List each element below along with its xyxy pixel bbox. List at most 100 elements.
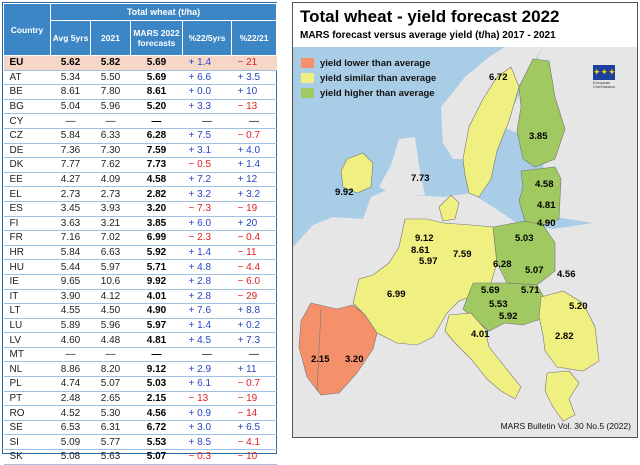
cell-country: PL	[3, 376, 51, 392]
map-panel: 9.92 7.73 9.12 8.61 5.97 6.99 7.59 6.28 …	[292, 2, 638, 438]
cell-pct-21: + 20	[231, 216, 277, 232]
cell-forecast-2022: 5.92	[130, 245, 183, 261]
table-row: MT — — — — —	[3, 347, 277, 363]
header-group: Total wheat (t/ha)	[49, 3, 278, 21]
cell-forecast-2022: 9.92	[130, 274, 183, 290]
cell-forecast-2022: 5.53	[130, 434, 183, 451]
label-se: 6.72	[489, 72, 508, 83]
table-row: CZ 5.84 6.33 6.28 + 7.5− 0.7	[3, 128, 277, 144]
table-row: NL 8.86 8.20 9.12 + 2.9 + 11	[3, 361, 277, 378]
cell-pct-5yrs: + 8.5	[182, 434, 232, 451]
cell-pct-21: − 21	[231, 55, 277, 71]
cell-pct-5yrs: + 7.5	[182, 128, 232, 144]
cell-country: ES	[3, 201, 51, 217]
table-row: LT 4.55 4.50 4.90 + 7.6 + 8.8	[3, 303, 277, 319]
cell-country: LV	[3, 332, 51, 348]
cell-pct-5yrs: − 0.5	[182, 157, 232, 173]
cell-pct-5yrs: + 4.8	[182, 259, 232, 275]
cell-2021: 5.07	[90, 376, 131, 392]
label-it: 4.01	[471, 329, 490, 340]
col-header-pct-5yrs: %22/5yrs	[182, 20, 232, 56]
map-subtitle: MARS forecast versus average yield (t/ha…	[300, 30, 556, 41]
cell-country: LT	[3, 303, 51, 319]
cell-forecast-2022: 4.01	[130, 289, 183, 305]
cell-avg-5yrs: 2.48	[50, 391, 91, 407]
cell-forecast-2022: 5.69	[130, 55, 183, 71]
cell-pct-21: + 4.0	[231, 143, 277, 159]
legend-item-similar: yield similar than average	[301, 71, 436, 85]
cell-2021: 2.73	[90, 186, 131, 202]
cell-pct-21: —	[231, 113, 277, 129]
cell-pct-5yrs: + 2.8	[182, 289, 232, 305]
cell-country: LU	[3, 318, 51, 334]
cell-forecast-2022: 2.82	[130, 186, 183, 202]
cell-pct-5yrs: + 7.6	[182, 303, 232, 319]
cell-2021: 5.77	[90, 434, 131, 451]
region-ie	[340, 152, 374, 194]
cell-country: IE	[3, 274, 51, 290]
cell-pct-21: —	[231, 347, 277, 363]
cell-avg-5yrs: 8.86	[50, 361, 91, 378]
cell-pct-21: − 6.0	[231, 274, 277, 290]
cell-country: NL	[3, 361, 51, 378]
cell-2021: 7.30	[90, 143, 131, 159]
region-baltics	[518, 166, 562, 226]
map-title: Total wheat - yield forecast 2022	[300, 7, 560, 26]
cell-avg-5yrs: 5.89	[50, 318, 91, 334]
cell-avg-5yrs: —	[50, 113, 91, 129]
region-se	[462, 66, 520, 198]
col-header-pct-21: %22/21	[230, 20, 278, 56]
cell-pct-5yrs: + 0.0	[182, 84, 232, 100]
cell-pct-5yrs: + 6.6	[182, 70, 232, 86]
cell-pct-21: − 14	[231, 405, 277, 421]
cell-2021: 5.30	[90, 405, 131, 421]
map-legend: yield lower than average yield similar t…	[301, 56, 436, 101]
cell-forecast-2022: 5.03	[130, 376, 183, 392]
table-row: ES 3.45 3.93 3.20− 7.3− 19	[3, 201, 277, 217]
cell-country: EL	[3, 186, 51, 202]
label-bg: 5.20	[569, 301, 588, 312]
label-sk: 5.07	[525, 265, 544, 276]
cell-avg-5yrs: 5.09	[50, 434, 91, 451]
cell-country: IT	[3, 289, 51, 305]
cell-avg-5yrs: 7.77	[50, 157, 91, 173]
cell-forecast-2022: 9.12	[130, 361, 183, 378]
cell-country: PT	[3, 391, 51, 407]
cell-forecast-2022: 7.59	[130, 143, 183, 159]
cell-forecast-2022: 2.15	[130, 391, 183, 407]
cell-avg-5yrs: 3.63	[50, 216, 91, 232]
cell-avg-5yrs: 7.36	[50, 143, 91, 159]
cell-avg-5yrs: 3.45	[50, 201, 91, 217]
legend-label-similar: yield similar than average	[320, 72, 437, 84]
cell-country: FR	[3, 230, 51, 246]
cell-2021: 6.63	[90, 245, 131, 261]
cell-2021: 5.63	[90, 449, 131, 465]
cell-pct-5yrs: − 7.3	[182, 201, 232, 217]
cell-2021: 7.62	[90, 157, 131, 173]
cell-forecast-2022: 4.90	[130, 303, 183, 319]
label-pt: 2.15	[311, 354, 330, 365]
table-row: AT 5.34 5.50 5.69 + 6.6 + 3.5	[3, 70, 277, 86]
cell-country: MT	[3, 347, 51, 363]
cell-2021: 2.65	[90, 391, 131, 407]
cell-pct-21: + 1.4	[231, 157, 277, 173]
cell-pct-5yrs: + 3.3	[182, 99, 232, 115]
label-el: 2.82	[555, 331, 574, 342]
cell-avg-5yrs: 5.08	[50, 449, 91, 465]
europe-map: 9.92 7.73 9.12 8.61 5.97 6.99 7.59 6.28 …	[293, 47, 637, 437]
cell-2021: 3.21	[90, 216, 131, 232]
cell-pct-5yrs: + 4.5	[182, 332, 232, 348]
label-fi: 3.85	[529, 131, 548, 142]
table-row: EE 4.27 4.09 4.58 + 7.2 + 12	[3, 172, 277, 188]
legend-swatch-higher	[301, 88, 314, 98]
cell-forecast-2022: 6.72	[130, 420, 183, 436]
cell-avg-5yrs: 4.74	[50, 376, 91, 392]
label-pl: 5.03	[515, 233, 534, 244]
cell-pct-5yrs: + 7.2	[182, 172, 232, 188]
cell-forecast-2022: 6.99	[130, 230, 183, 246]
table-row: SE 6.53 6.31 6.72 + 3.0 + 6.5	[3, 420, 277, 436]
cell-country: AT	[3, 70, 51, 86]
cell-forecast-2022: 6.28	[130, 128, 183, 144]
cell-pct-5yrs: + 2.9	[182, 361, 232, 378]
cell-2021: —	[90, 113, 131, 129]
